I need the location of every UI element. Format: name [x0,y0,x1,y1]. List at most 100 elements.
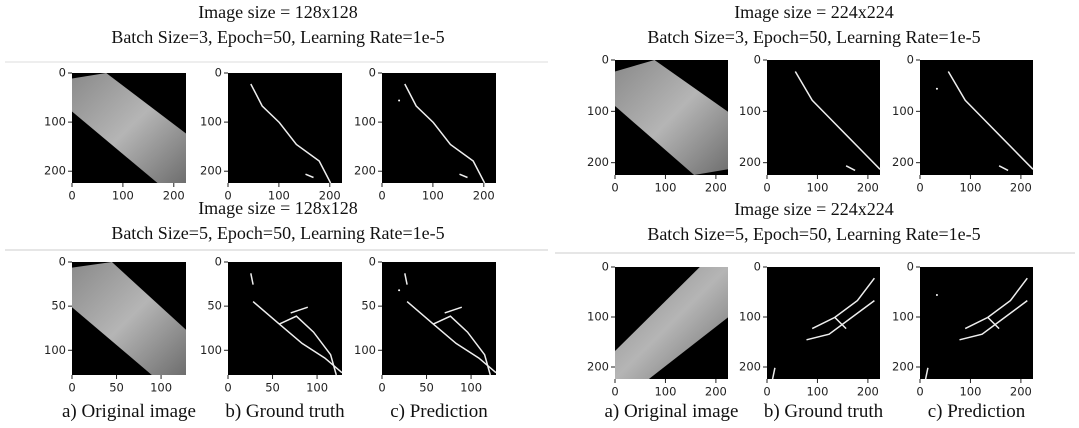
spot [398,289,401,292]
y-tick-label: 50 [207,299,222,313]
y-tick-label: 0 [59,255,66,269]
y-tick-label: 0 [907,260,914,274]
caption: c) Prediction [928,401,1026,422]
x-tick-label: 0 [611,385,618,399]
x-tick-label: 0 [68,189,75,203]
panel-subtitle: Batch Size=3, Epoch=50, Learning Rate=1e… [647,27,980,47]
caption: a) Original image [604,401,738,422]
x-tick-label: 200 [163,189,185,203]
x-tick-label: 0 [763,385,770,399]
panel-title: Image size = 128x128 [198,2,358,22]
y-tick-label: 50 [361,299,376,313]
x-tick-label: 100 [422,189,444,203]
spot [398,99,401,102]
image-plot: 0 50 100 0 50 100 [200,255,343,395]
x-tick-label: 100 [112,189,134,203]
panel-title: Image size = 224x224 [734,2,894,22]
image [920,60,1033,175]
panel-subtitle: Batch Size=5, Epoch=50, Learning Rate=1e… [647,224,980,244]
image-plot: 0 50 100 0 50 100 [354,255,497,395]
vein [794,71,881,170]
x-tick-label: 200 [705,181,727,195]
y-tick-label: 200 [44,164,66,178]
x-tick-label: 200 [1010,181,1032,195]
x-tick-label: 100 [959,385,981,399]
x-tick-label: 100 [654,385,676,399]
y-tick-label: 200 [354,164,376,178]
y-tick-label: 100 [587,104,609,118]
y-tick-label: 200 [892,360,914,374]
y-tick-label: 0 [59,66,66,80]
x-tick-label: 0 [611,181,618,195]
spot [935,87,938,90]
y-tick-label: 0 [754,53,761,67]
y-tick-label: 200 [587,155,609,169]
vein [250,273,254,285]
caption: b) Ground truth [764,401,884,422]
vein [290,306,309,314]
x-tick-label: 200 [705,385,727,399]
panel-title: Image size = 128x128 [198,198,358,218]
y-tick-label: 0 [907,53,914,67]
y-tick-label: 0 [369,66,376,80]
y-tick-label: 200 [739,360,761,374]
caption: a) Original image [62,401,196,422]
spot [935,294,938,296]
x-tick-label: 0 [916,181,923,195]
vein [947,71,1034,170]
y-tick-label: 100 [739,104,761,118]
x-tick-label: 100 [150,381,172,395]
y-tick-label: 100 [354,115,376,129]
y-tick-label: 0 [369,255,376,269]
x-tick-label: 0 [224,189,231,203]
vein [459,173,468,179]
vein [305,173,314,179]
vein [811,277,875,330]
x-tick-label: 50 [265,381,280,395]
y-tick-label: 100 [587,310,609,324]
vein [959,299,1028,341]
x-tick-label: 200 [473,189,495,203]
y-tick-label: 100 [739,310,761,324]
x-tick-label: 200 [857,385,879,399]
x-tick-label: 100 [806,385,828,399]
panel-subtitle: Batch Size=5, Epoch=50, Learning Rate=1e… [111,223,444,243]
x-tick-label: 0 [224,381,231,395]
vein [771,367,776,380]
image [767,60,880,175]
vein [444,306,463,314]
vein [404,273,408,285]
vein [252,301,343,374]
panel-title: Image size = 224x224 [734,199,894,219]
y-tick-label: 100 [354,343,376,357]
y-tick-label: 0 [754,260,761,274]
x-tick-label: 100 [306,381,328,395]
y-tick-label: 200 [200,164,222,178]
vein [432,315,492,376]
arm [72,73,186,183]
vein [987,316,1000,330]
x-tick-label: 200 [1010,385,1032,399]
y-tick-label: 200 [587,360,609,374]
vein [278,315,338,376]
x-tick-label: 100 [806,181,828,195]
y-tick-label: 100 [200,343,222,357]
y-tick-label: 50 [51,299,66,313]
vein [924,367,929,380]
arm [72,262,186,375]
vein [250,83,332,184]
y-tick-label: 100 [200,115,222,129]
y-tick-label: 100 [892,310,914,324]
vein [806,299,875,341]
y-tick-label: 100 [892,104,914,118]
x-tick-label: 0 [763,181,770,195]
